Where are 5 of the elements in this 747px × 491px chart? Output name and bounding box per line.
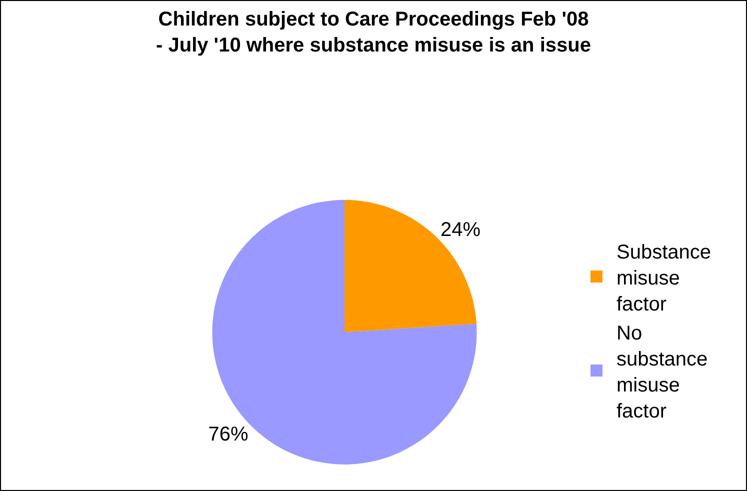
data-label: 76% xyxy=(208,423,248,446)
legend-label: No substance misuse factor xyxy=(616,322,708,422)
legend-label: Substance misuse factor xyxy=(616,241,712,316)
data-label: 24% xyxy=(440,218,481,241)
chart-title: Children subject to Care Proceedings Feb '08 - July '10 where substance misuse is an issue xyxy=(156,8,591,56)
